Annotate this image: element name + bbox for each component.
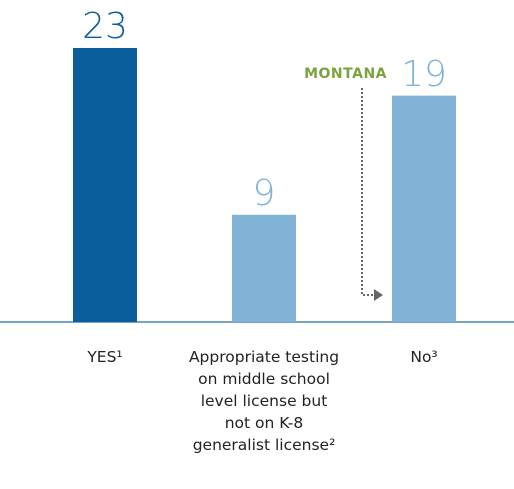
bar bbox=[392, 95, 456, 322]
bar bbox=[232, 214, 296, 322]
arrow-head bbox=[374, 289, 383, 301]
value-label: 19 bbox=[401, 53, 447, 95]
arrow-line bbox=[361, 88, 375, 296]
x-tick-label: YES¹ bbox=[87, 348, 123, 366]
value-label: 9 bbox=[252, 172, 276, 214]
annotation: MONTANA bbox=[304, 66, 387, 82]
x-tick-label: No³ bbox=[410, 348, 438, 366]
value-label: 23 bbox=[82, 6, 128, 47]
x-tick-label: Appropriate testing on middle school lev… bbox=[188, 348, 340, 454]
bar bbox=[73, 48, 137, 322]
